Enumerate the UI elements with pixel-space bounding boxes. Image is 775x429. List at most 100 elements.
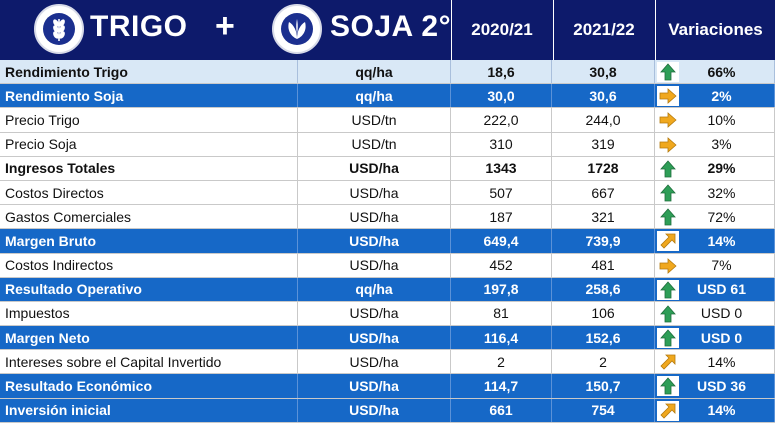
row-variation-value: 14% — [707, 402, 736, 419]
table-header: TRIGO + SOJA 2° 2020/21 2021/22 Variacio… — [0, 0, 775, 60]
row-variation-value: 3% — [711, 136, 732, 153]
row-label: Precio Soja — [0, 132, 298, 156]
row-value-2020-21: 2 — [451, 350, 552, 374]
row-value-2020-21: 197,8 — [451, 277, 552, 301]
table-row: Precio Trigo USD/tn 222,0 244,0 10% — [0, 108, 775, 133]
row-unit: USD/tn — [298, 132, 451, 156]
row-unit: USD/ha — [298, 398, 451, 422]
row-value-2021-22: 2 — [552, 350, 655, 374]
row-variation-value: 10% — [707, 111, 736, 128]
row-value-2021-22: 319 — [552, 132, 655, 156]
row-value-2021-22: 244,0 — [552, 108, 655, 132]
table-row: Inversión inicial USD/ha 661 754 14% — [0, 398, 775, 423]
crop1-title: TRIGO — [90, 10, 188, 43]
row-label: Ingresos Totales — [0, 156, 298, 180]
row-label: Rendimiento Trigo — [0, 60, 298, 84]
row-unit: USD/ha — [298, 205, 451, 229]
row-label: Resultado Económico — [0, 374, 298, 398]
row-label: Gastos Comerciales — [0, 205, 298, 229]
row-value-2021-22: 30,8 — [552, 60, 655, 84]
row-variation: 14% — [655, 350, 775, 374]
row-variation: 3% — [655, 132, 775, 156]
row-variation-value: 2% — [711, 87, 732, 104]
row-value-2021-22: 754 — [552, 398, 655, 422]
row-value-2021-22: 1728 — [552, 156, 655, 180]
row-value-2020-21: 222,0 — [451, 108, 552, 132]
table-row: Costos Directos USD/ha 507 667 32% — [0, 180, 775, 206]
row-variation-value: USD 0 — [700, 305, 743, 322]
row-variation-value: 29% — [707, 160, 736, 177]
row-label: Intereses sobre el Capital Invertido — [0, 350, 298, 374]
table-row: Margen Bruto USD/ha 649,4 739,9 14% — [0, 229, 775, 254]
row-label: Margen Bruto — [0, 229, 298, 253]
table-row: Resultado Económico USD/ha 114,7 150,7 USD 3… — [0, 374, 775, 399]
row-value-2021-22: 150,7 — [552, 374, 655, 398]
row-unit: USD/ha — [298, 156, 451, 180]
row-value-2020-21: 310 — [451, 132, 552, 156]
table-row: Ingresos Totales USD/ha 1343 1728 29% — [0, 156, 775, 181]
table-row: Gastos Comerciales USD/ha 187 321 72% — [0, 205, 775, 230]
column-header-variaciones: Variaciones — [668, 20, 763, 39]
row-value-2020-21: 661 — [451, 398, 552, 422]
row-variation-value: 14% — [707, 353, 736, 370]
row-variation: USD 0 — [655, 326, 775, 350]
row-variation-value: USD 61 — [696, 281, 747, 298]
row-value-2020-21: 187 — [451, 205, 552, 229]
row-variation-value: USD 0 — [700, 329, 743, 346]
row-value-2020-21: 18,6 — [451, 60, 552, 84]
row-variation: 29% — [655, 156, 775, 180]
column-header-2020-21: 2020/21 — [471, 20, 533, 39]
soy-logo-icon — [272, 4, 322, 54]
row-label: Precio Trigo — [0, 108, 298, 132]
plus-sign: + — [215, 7, 236, 45]
row-variation: 66% — [655, 60, 775, 84]
row-variation: 72% — [655, 205, 775, 229]
row-variation: USD 36 — [655, 374, 775, 398]
row-label: Impuestos — [0, 301, 298, 326]
row-variation-value: 66% — [707, 63, 736, 80]
row-unit: USD/ha — [298, 180, 451, 205]
row-variation: 2% — [655, 84, 775, 108]
row-variation: 10% — [655, 108, 775, 132]
row-variation-value: 32% — [707, 184, 736, 201]
table-row: Precio Soja USD/tn 310 319 3% — [0, 132, 775, 157]
row-unit: USD/ha — [298, 374, 451, 398]
header-divider — [655, 0, 656, 60]
row-value-2020-21: 452 — [451, 253, 552, 277]
column-header-2021-22: 2021/22 — [573, 20, 635, 39]
row-label: Rendimiento Soja — [0, 84, 298, 108]
row-value-2021-22: 739,9 — [552, 229, 655, 253]
row-unit: USD/ha — [298, 326, 451, 350]
wheat-logo-icon — [34, 4, 84, 54]
header-divider — [451, 0, 452, 60]
table-body: Rendimiento Trigo qq/ha 18,6 30,8 66% Rendimi… — [0, 60, 775, 423]
row-value-2020-21: 114,7 — [451, 374, 552, 398]
row-variation: 32% — [655, 180, 775, 205]
table-row: Margen Neto USD/ha 116,4 152,6 USD 0 — [0, 326, 775, 351]
row-unit: USD/ha — [298, 350, 451, 374]
row-value-2021-22: 30,6 — [552, 84, 655, 108]
row-unit: USD/tn — [298, 108, 451, 132]
table-row: Resultado Operativo qq/ha 197,8 258,6 USD 61 — [0, 277, 775, 302]
row-label: Resultado Operativo — [0, 277, 298, 301]
row-value-2021-22: 321 — [552, 205, 655, 229]
row-value-2020-21: 507 — [451, 180, 552, 205]
table-row: Rendimiento Soja qq/ha 30,0 30,6 2% — [0, 84, 775, 109]
row-label: Margen Neto — [0, 326, 298, 350]
row-value-2021-22: 667 — [552, 180, 655, 205]
row-value-2020-21: 81 — [451, 301, 552, 326]
row-value-2020-21: 116,4 — [451, 326, 552, 350]
row-variation: USD 0 — [655, 301, 775, 326]
table-row: Costos Indirectos USD/ha 452 481 7% — [0, 253, 775, 278]
row-variation-value: 72% — [707, 208, 736, 225]
row-variation: 14% — [655, 229, 775, 253]
row-value-2021-22: 258,6 — [552, 277, 655, 301]
row-value-2020-21: 1343 — [451, 156, 552, 180]
row-unit: qq/ha — [298, 277, 451, 301]
row-value-2021-22: 106 — [552, 301, 655, 326]
row-variation-value: 7% — [711, 257, 732, 274]
table-row: Rendimiento Trigo qq/ha 18,6 30,8 66% — [0, 60, 775, 85]
crop2-title: SOJA 2° — [330, 10, 452, 43]
row-label: Inversión inicial — [0, 398, 298, 422]
